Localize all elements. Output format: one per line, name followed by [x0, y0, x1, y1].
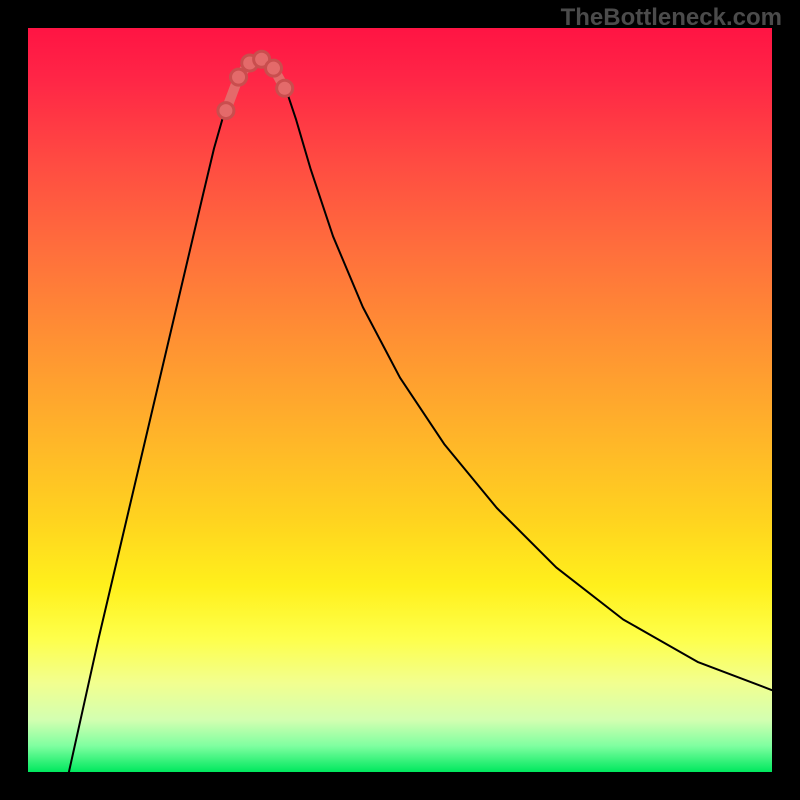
- gradient-background: [28, 28, 772, 772]
- chart-svg: [28, 28, 772, 772]
- marker-dot: [231, 69, 247, 85]
- plot-area: [28, 28, 772, 772]
- marker-dot: [277, 80, 293, 96]
- marker-dot: [266, 60, 282, 76]
- watermark-label: TheBottleneck.com: [561, 4, 782, 32]
- marker-dot: [218, 103, 234, 119]
